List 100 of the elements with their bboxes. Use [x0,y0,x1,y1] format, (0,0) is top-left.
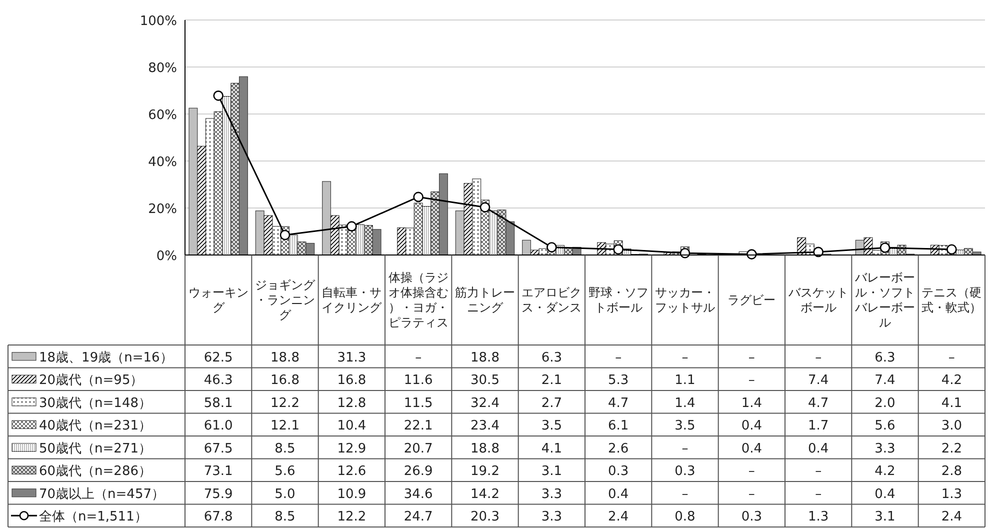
data-label: 3.3 [541,510,562,525]
data-label: 73.1 [204,464,233,480]
text: – [415,350,422,366]
data-label: 23.4 [470,418,500,434]
data-label: 11.5 [404,396,433,411]
data-label: 11.6 [404,373,433,388]
data-label: 4.2 [941,373,962,388]
data-label: 4.1 [541,441,562,456]
y-tick-label: 40% [148,155,177,170]
x-tick-label: 野球・ソフトボール [588,286,648,314]
data-label: 10.9 [337,486,366,502]
data-label: 61.0 [204,418,233,434]
data-label: 0.3 [674,464,696,480]
legend-label: 50歳代（n=271） [39,441,152,456]
x-tick-label: 筋力トレーニング [455,286,515,314]
data-label: 3.3 [874,441,896,456]
data-label: 31.3 [337,350,366,366]
data-label: 12.6 [337,464,366,480]
data-label: 20.7 [404,441,433,456]
y-tick-label: 0% [156,249,177,264]
data-label: 8.5 [274,510,296,525]
data-label: 2.2 [941,441,962,456]
data-label: 5.6 [874,418,896,434]
data-label: 5.0 [274,486,296,502]
text: – [748,464,755,480]
data-label: 1.3 [808,510,829,525]
data-label: 4.7 [608,396,629,411]
data-label: 0.3 [608,464,629,480]
x-tick-label: ラグビー [728,293,776,307]
text: – [682,486,688,502]
data-label: 3.1 [874,510,896,525]
data-label: 19.2 [470,464,500,480]
y-tick-label: 100% [140,14,177,29]
data-label: 4.1 [941,396,962,411]
y-tick-label: 60% [148,108,177,123]
text: – [748,486,755,502]
data-label: 1.7 [808,418,829,434]
y-tick-label: 80% [148,61,177,76]
data-label: 32.4 [470,396,500,411]
data-label: 6.1 [608,418,629,434]
text: – [948,350,955,366]
data-label: 2.4 [941,510,962,525]
data-label: 67.5 [204,441,233,456]
data-label: 16.8 [270,373,300,388]
data-label: 0.4 [741,418,762,434]
text: – [748,350,755,366]
x-tick-label: 自転車・サイクリング [322,286,383,314]
data-label: 20.3 [470,510,500,525]
data-label: 12.2 [270,396,300,411]
text: – [748,373,755,388]
data-label: 3.5 [674,418,696,434]
data-label: 0.4 [608,486,629,502]
legend-label: 全体（n=1,511） [39,510,148,525]
text: – [815,350,822,366]
x-tick-label: 体操（ラジオ体操含む）・ヨガ・ピラティス [388,270,448,330]
legend-label: 18歳、19歳（n=16） [39,350,173,366]
data-label: 18.8 [270,350,300,366]
data-label: 7.4 [808,373,829,388]
data-label: 4.2 [874,464,896,480]
text: – [682,350,688,366]
data-label: 10.4 [337,418,366,434]
legend-label: 20歳代（n=95） [39,373,144,388]
legend-label: 70歳以上（n=457） [39,486,164,502]
x-tick-label: ウォーキング [188,286,248,314]
x-tick-label: サッカー・フットサル [655,286,715,314]
data-label: 8.5 [274,441,296,456]
text: – [615,350,622,366]
data-label: 18.8 [470,350,500,366]
data-label: 24.7 [404,510,433,525]
y-tick-label: 20% [148,202,177,217]
text: – [815,486,822,502]
data-label: 2.0 [874,396,896,411]
text: – [682,441,688,456]
data-label: 2.6 [608,441,629,456]
data-label: 3.3 [541,486,562,502]
data-label: 26.9 [404,464,433,480]
data-label: 58.1 [204,396,233,411]
data-label: 6.3 [874,350,896,366]
data-label: 12.9 [337,441,366,456]
legend-label: 40歳代（n=231） [39,418,152,434]
data-label: 67.8 [204,510,233,525]
data-label: 2.1 [541,373,562,388]
data-label: 0.3 [741,510,762,525]
data-label: 3.1 [541,464,562,480]
data-label: 2.8 [941,464,962,480]
data-label: 0.8 [674,510,696,525]
data-label: 75.9 [204,486,233,502]
data-label: 14.2 [470,486,500,502]
data-label: 7.4 [874,373,896,388]
text: – [815,464,822,480]
data-label: 2.4 [608,510,629,525]
data-label: 34.6 [404,486,433,502]
data-label: 1.3 [941,486,962,502]
data-label: 62.5 [204,350,233,366]
data-label: 0.4 [741,441,762,456]
data-label: 1.4 [674,396,696,411]
data-label: 46.3 [204,373,233,388]
data-label: 5.6 [274,464,296,480]
data-label: 12.8 [337,396,366,411]
x-tick-label: バスケットボール [787,286,848,314]
